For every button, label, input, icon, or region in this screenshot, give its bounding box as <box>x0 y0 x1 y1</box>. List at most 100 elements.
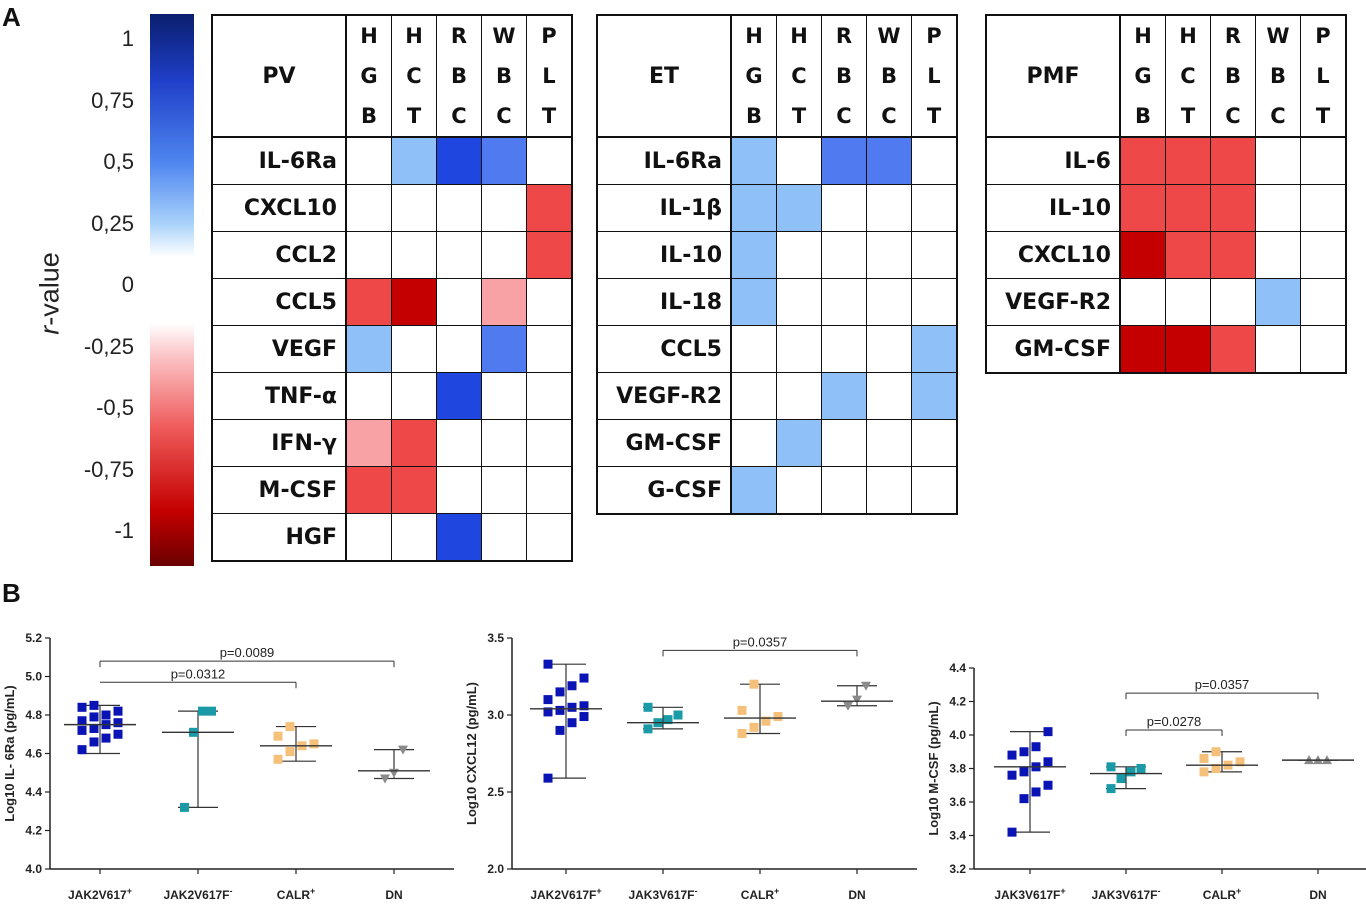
heatmap-cell <box>866 325 912 373</box>
heatmap-cell <box>776 325 822 373</box>
heatmap-cell <box>526 231 573 279</box>
data-point <box>1116 774 1126 784</box>
heatmap-cell <box>1300 231 1347 279</box>
heatmap-cell <box>821 184 867 232</box>
data-point <box>101 710 111 720</box>
heatmap-cell <box>911 419 958 467</box>
colorbar-tick-label: 0,5 <box>103 149 134 174</box>
data-point <box>1007 750 1017 760</box>
heatmap-cell <box>776 372 822 420</box>
data-point <box>1106 784 1116 794</box>
heatmap-cell <box>345 136 392 185</box>
data-point <box>1043 757 1053 767</box>
heatmap-row-label: IL-1β <box>596 184 732 232</box>
data-point <box>555 687 565 697</box>
data-point <box>77 716 87 726</box>
heatmap-cell <box>1255 325 1301 374</box>
heatmap-cell <box>481 325 527 373</box>
heatmap-row-label: IL-10 <box>985 184 1121 232</box>
scatter-mcsf: 3.2 3.4 3.6 3.8 4.0 4.2 4.4 Log10 M-CSF (pg/mL)… <box>926 661 1366 902</box>
data-point <box>285 722 295 732</box>
p-value-label: p=0.0357 <box>733 634 788 649</box>
heatmap-cell <box>776 278 822 326</box>
heatmap-cell <box>1255 231 1301 279</box>
heatmap-row-label: VEGF-R2 <box>596 372 732 420</box>
x-tick-label: JAK3V617F- <box>628 886 697 902</box>
heatmap-cell <box>436 372 482 420</box>
heatmap-cell <box>866 184 912 232</box>
heatmap-cell <box>345 513 392 562</box>
heatmap-cell <box>526 136 573 185</box>
heatmap-cell <box>911 231 958 279</box>
x-tick-label: JAK3V617F+ <box>994 886 1065 902</box>
x-tick-label: CALR+ <box>277 886 316 902</box>
heatmap-cell <box>821 419 867 467</box>
heatmap-cell <box>776 184 822 232</box>
heatmap-cell <box>481 419 527 467</box>
heatmap-cell <box>391 136 437 185</box>
data-point <box>543 773 553 783</box>
heatmap-cell <box>526 184 573 232</box>
heatmap-cell <box>481 136 527 185</box>
heatmap-row-label: GM-CSF <box>596 419 732 467</box>
heatmap-cell <box>481 372 527 420</box>
x-tick-label: JAK2V617F+ <box>530 886 601 902</box>
heatmap-row-label: IL-10 <box>596 231 732 279</box>
x-tick-label: CALR+ <box>1203 886 1242 902</box>
data-point <box>1106 762 1116 772</box>
data-point <box>543 707 553 717</box>
data-point <box>1211 764 1221 773</box>
heatmap-row-label: VEGF-R2 <box>985 278 1121 326</box>
heatmap-row-label: IL-6Ra <box>211 136 347 185</box>
heatmap-cell <box>436 325 482 373</box>
heatmap-cell <box>1119 136 1166 185</box>
heatmap-cell <box>526 372 573 420</box>
data-point <box>761 716 771 726</box>
colorbar <box>150 14 194 566</box>
heatmap-cell <box>776 419 822 467</box>
heatmap-cell <box>526 466 573 514</box>
y-tick-label: 3.2 <box>949 862 966 876</box>
p-value-label: p=0.0357 <box>1195 677 1250 692</box>
data-point <box>207 706 216 716</box>
heatmap-cell <box>730 325 777 373</box>
data-point <box>555 705 565 715</box>
heatmap-cell <box>1255 278 1301 326</box>
y-axis-label: Log10 IL- 6Ra (pg/mL) <box>2 685 17 822</box>
heatmap-cell <box>526 419 573 467</box>
y-axis-label: Log10 M-CSF (pg/mL) <box>926 701 941 835</box>
p-value-label: p=0.0278 <box>1147 714 1202 729</box>
data-point <box>389 768 399 778</box>
heatmap-cell <box>391 278 437 326</box>
data-point <box>1043 727 1053 737</box>
data-point <box>89 723 99 733</box>
heatmap-cell <box>821 231 867 279</box>
data-point <box>1235 757 1245 767</box>
heatmap-row-label: IL-18 <box>596 278 732 326</box>
data-point <box>643 702 653 712</box>
heatmap-cell <box>1210 325 1256 374</box>
heatmap-cell <box>911 372 958 420</box>
data-point <box>1126 767 1136 777</box>
heatmap-cell <box>1165 136 1211 185</box>
heatmap-cell <box>730 466 777 515</box>
heatmap-cell <box>391 372 437 420</box>
data-point <box>749 679 759 689</box>
heatmap-title: ET <box>596 14 732 138</box>
heatmap-cell <box>481 278 527 326</box>
data-point <box>737 728 747 738</box>
heatmap-cell <box>821 372 867 420</box>
data-point <box>643 724 653 734</box>
heatmap-row-label: IL-6 <box>985 136 1121 185</box>
data-point <box>749 722 759 732</box>
x-tick-label: DN <box>1309 888 1326 902</box>
heatmap-cell <box>821 136 867 185</box>
y-tick-label: 4.4 <box>25 785 42 799</box>
heatmap-cell <box>391 419 437 467</box>
heatmap-cell <box>481 231 527 279</box>
heatmap-cell <box>1119 184 1166 232</box>
heatmap-cell <box>1210 231 1256 279</box>
data-point <box>89 737 99 747</box>
